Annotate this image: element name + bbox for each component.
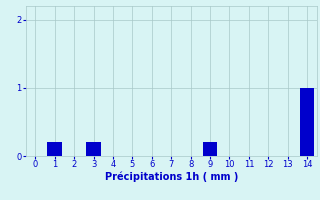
Bar (47, 142, 62, 156)
X-axis label: Précipitations 1h ( mm ): Précipitations 1h ( mm ) (105, 172, 238, 182)
Bar (86, 142, 101, 156)
Bar (203, 142, 217, 156)
Bar (300, 88, 314, 156)
